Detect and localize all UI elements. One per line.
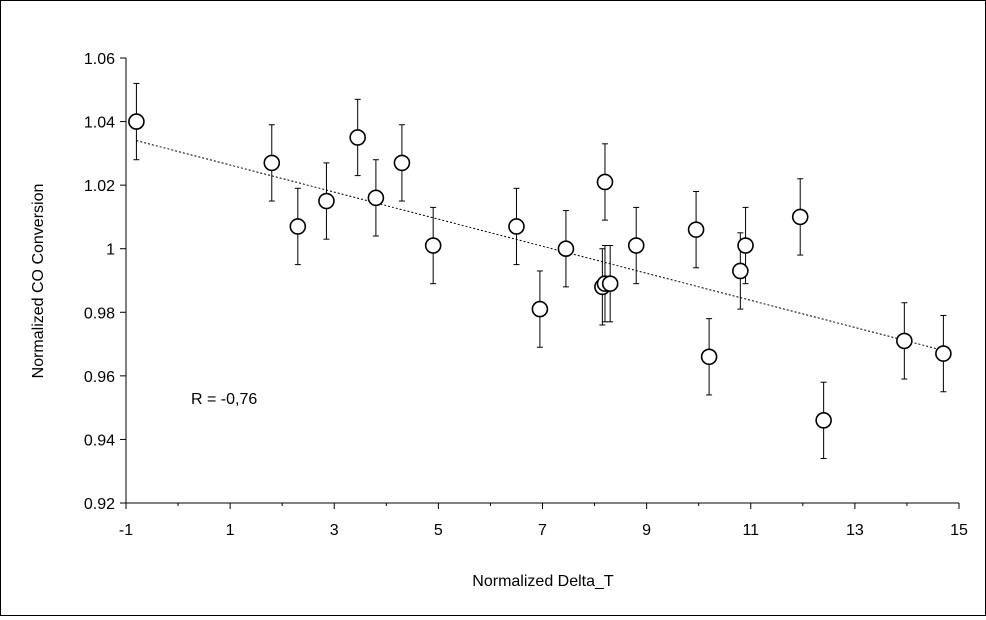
data-point <box>531 300 549 318</box>
x-tick-label: 3 <box>330 522 339 539</box>
data-point <box>393 154 411 172</box>
y-tick-label: 0.92 <box>84 496 115 513</box>
y-tick-label: 0.96 <box>84 369 115 386</box>
data-point <box>367 189 385 207</box>
x-tick-label: -1 <box>119 522 133 539</box>
y-tick-label: 0.98 <box>84 305 115 322</box>
points-layer <box>128 113 952 429</box>
data-point <box>128 113 145 130</box>
y-tick-label: 0.94 <box>84 432 115 449</box>
data-point <box>263 154 281 172</box>
x-tick-label: 5 <box>434 522 443 539</box>
data-point <box>935 345 952 362</box>
data-point <box>557 240 575 258</box>
data-point <box>601 275 619 292</box>
x-tick-label: 7 <box>538 522 547 539</box>
data-point <box>289 218 307 235</box>
x-axis-title: Normalized Delta_T <box>472 573 614 590</box>
r-annotation: R = -0,76 <box>191 391 257 408</box>
data-point <box>791 208 809 226</box>
y-tick-label: 1.04 <box>84 115 115 132</box>
trendline <box>136 140 944 351</box>
data-point <box>732 262 749 280</box>
data-point <box>737 237 754 254</box>
y-tick-label: 1 <box>106 242 115 259</box>
trendline-layer <box>136 140 944 351</box>
error-bars-layer <box>133 82 947 459</box>
data-point <box>815 412 832 429</box>
data-point <box>508 218 525 235</box>
x-tick-label: 1 <box>226 522 235 539</box>
data-point <box>687 221 705 238</box>
data-point <box>424 237 442 254</box>
data-point <box>596 173 614 191</box>
data-point <box>349 129 366 146</box>
data-point <box>318 192 335 210</box>
x-tick-label: 11 <box>742 522 759 539</box>
y-axis-title: Normalized CO Conversion <box>30 184 47 379</box>
y-tick-label: 1.06 <box>84 51 115 68</box>
x-tick-label: 9 <box>642 522 651 539</box>
data-point <box>627 237 645 254</box>
x-tick-label: 13 <box>846 522 864 539</box>
y-tick-label: 1.02 <box>84 178 115 195</box>
data-point <box>896 332 913 350</box>
data-point <box>700 348 718 366</box>
x-tick-label: 15 <box>950 522 968 539</box>
